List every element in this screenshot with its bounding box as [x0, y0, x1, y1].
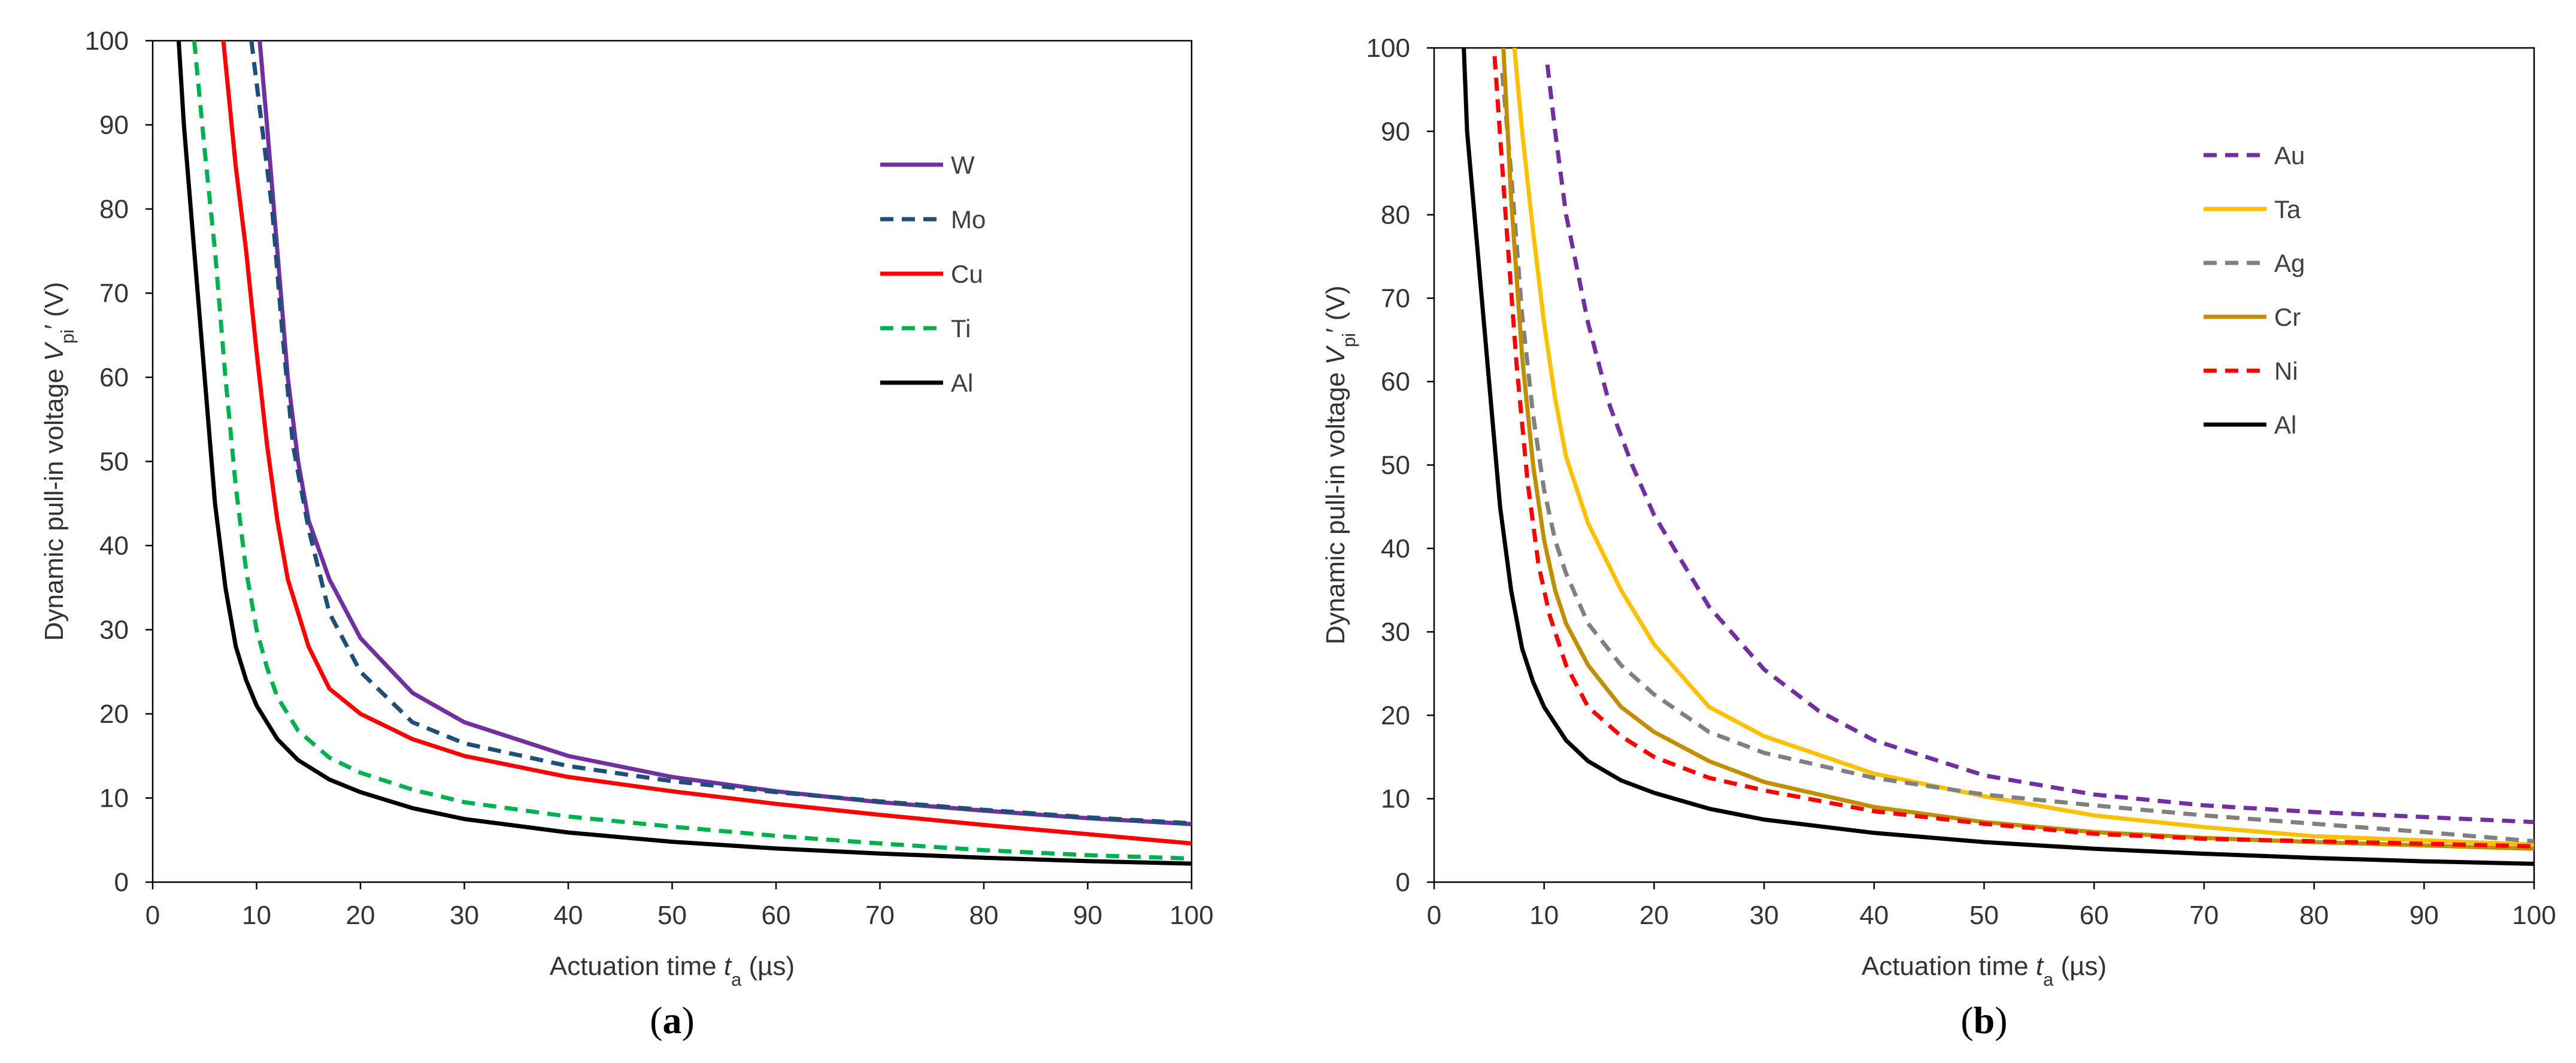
series-line-cu: [221, 41, 1192, 846]
panel-label-b: (b): [1960, 999, 2007, 1041]
legend-b: Au Ta Ag Cr Ni Al: [2204, 141, 2305, 439]
legend-label: Ag: [2274, 249, 2305, 277]
series-line-al: [176, 41, 1192, 866]
y-tick-label: 90: [1381, 117, 1410, 146]
x-axis-title-b: Actuation time ta (µs): [1862, 952, 2107, 990]
legend-item-ti: Ti: [880, 314, 971, 343]
y-tick-label: 70: [99, 279, 129, 308]
series-line-ta: [1512, 48, 2534, 847]
x-tick-label: 0: [1427, 901, 1441, 930]
x-tick-label: 100: [2512, 901, 2556, 930]
panel-a: 0 10 20 30 40 50 60 70 80 90 100 0 10 20 30 40 50 60 70 80 9…: [40, 26, 1214, 1041]
legend-label: Au: [2274, 141, 2305, 169]
legend-label: Ta: [2274, 195, 2301, 223]
y-tick-label: 20: [1381, 701, 1410, 730]
legend-item-ni: Ni: [2204, 357, 2298, 385]
x-tick-label: 50: [657, 901, 687, 930]
y-tick-label: 60: [1381, 367, 1410, 396]
x-tick-label: 50: [1969, 901, 1999, 930]
y-tick-label: 80: [1381, 201, 1410, 230]
series-line-au: [1545, 64, 2534, 825]
plot-frame: [1433, 47, 2535, 883]
x-tick-label: 70: [865, 901, 895, 930]
x-axis-title-a: Actuation time ta (µs): [550, 952, 795, 990]
x-tick-label: 90: [1073, 901, 1102, 930]
y-tick-label: 0: [1396, 868, 1410, 897]
x-tick-label: 90: [2410, 901, 2439, 930]
x-tick-label: 10: [1529, 901, 1559, 930]
series-line-ni: [1492, 56, 2534, 849]
x-tick-label: 40: [1859, 901, 1889, 930]
y-tick-label: 90: [99, 111, 129, 140]
x-tick-label: 80: [969, 901, 999, 930]
legend-a: W Mo Cu Ti Al: [880, 151, 986, 397]
y-tick-label: 10: [99, 784, 129, 813]
legend-label: Al: [2274, 411, 2296, 439]
plot-frame: [151, 40, 1193, 883]
y-tick-label: 50: [99, 447, 129, 477]
x-tick-label: 20: [346, 901, 375, 930]
y-tick-label: 40: [1381, 534, 1410, 564]
legend-item-cr: Cr: [2204, 303, 2301, 331]
series-line-w: [257, 41, 1192, 826]
y-axis-title-b: Dynamic pull-in voltage Vpi′ (V): [1321, 286, 1359, 645]
series-line-cr: [1501, 48, 2534, 851]
legend-label: W: [951, 151, 975, 179]
legend-item-w: W: [880, 151, 975, 179]
x-tick-label: 80: [2299, 901, 2329, 930]
panel-b: 0 10 20 30 40 50 60 70 80 90 100 0 10 20 30 40 50 60 70 80 9…: [1321, 34, 2556, 1041]
plot-area-b: 0 10 20 30 40 50 60 70 80 90 100 0 10 20 30 40 50 60 70 80 9…: [1366, 34, 2556, 930]
x-tick-label: 40: [554, 901, 583, 930]
x-tick-label: 20: [1639, 901, 1669, 930]
legend-item-cu: Cu: [880, 260, 983, 288]
y-tick-label: 30: [99, 616, 129, 645]
y-tick-label: 40: [99, 531, 129, 561]
series-line-al: [1462, 48, 2534, 866]
y-tick-label: 30: [1381, 617, 1410, 647]
y-tick-label: 60: [99, 363, 129, 392]
series-line-ti: [192, 41, 1192, 861]
y-tick-label: 80: [99, 195, 129, 224]
legend-item-mo: Mo: [880, 205, 986, 234]
legend-label: Al: [951, 369, 973, 397]
x-tick-label: 100: [1169, 901, 1213, 930]
y-tick-label: 100: [1366, 34, 1410, 63]
y-tick-label: 100: [85, 26, 129, 56]
legend-item-au: Au: [2204, 141, 2305, 169]
legend-label: Cu: [951, 260, 983, 288]
y-tick-label: 70: [1381, 284, 1410, 313]
x-tick-label: 0: [146, 901, 160, 930]
legend-item-ag: Ag: [2204, 249, 2305, 277]
y-tick-label: 20: [99, 699, 129, 729]
legend-label: Ti: [951, 314, 971, 343]
y-tick-label: 0: [114, 868, 129, 897]
x-tick-label: 70: [2189, 901, 2219, 930]
x-tick-label: 30: [1750, 901, 1779, 930]
legend-label: Ni: [2274, 357, 2298, 385]
y-axis-title-a: Dynamic pull-in voltage Vpi′ (V): [40, 282, 78, 641]
plot-area-a: 0 10 20 30 40 50 60 70 80 90 100 0 10 20 30 40 50 60 70 80 9…: [85, 26, 1214, 930]
x-tick-label: 60: [762, 901, 791, 930]
x-tick-label: 60: [2080, 901, 2109, 930]
series-line-mo: [249, 41, 1192, 826]
legend-label: Cr: [2274, 303, 2301, 331]
y-tick-label: 10: [1381, 785, 1410, 814]
x-tick-label: 30: [450, 901, 479, 930]
series-line-ag: [1500, 72, 2534, 844]
x-tick-label: 10: [242, 901, 271, 930]
panel-label-a: (a): [650, 999, 695, 1041]
y-tick-label: 50: [1381, 451, 1410, 480]
legend-item-al: Al: [880, 369, 973, 397]
legend-item-al: Al: [2204, 411, 2296, 439]
legend-label: Mo: [951, 205, 986, 234]
legend-item-ta: Ta: [2204, 195, 2301, 223]
